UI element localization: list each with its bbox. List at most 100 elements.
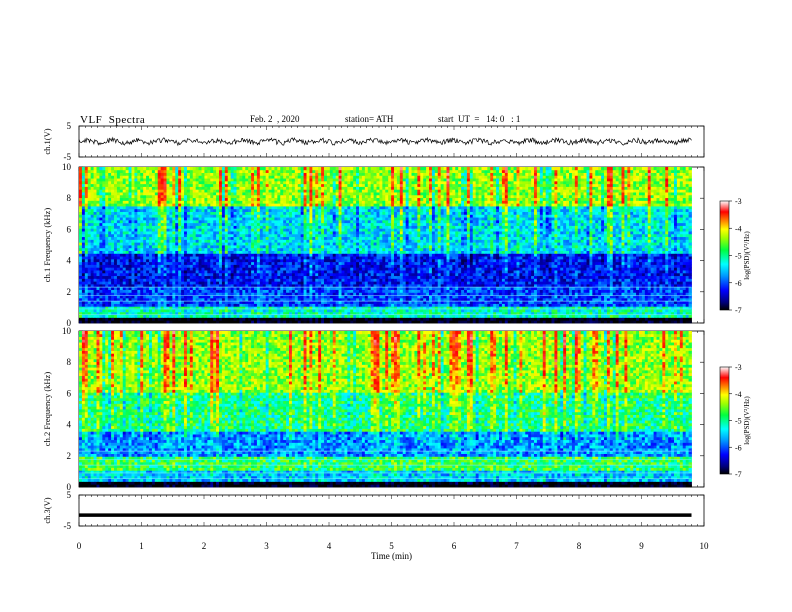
- spectrogram-cell: [396, 314, 401, 318]
- spectrogram-cell: [519, 281, 523, 285]
- spectrogram-cell: [210, 286, 214, 290]
- spectrogram-cell: [309, 289, 313, 293]
- spectrogram-cell: [256, 292, 261, 296]
- spectrogram-cell: [531, 306, 535, 310]
- spectrogram-cell: [685, 292, 689, 296]
- spectrogram-cell: [81, 297, 86, 302]
- spectrogram-cell: [434, 306, 439, 310]
- spectrogram-cell: [630, 286, 634, 290]
- spectrogram-cell: [370, 272, 374, 277]
- spectrogram-cell: [545, 300, 549, 304]
- spectrogram-cell: [114, 292, 118, 296]
- spectrogram-cell: [557, 292, 561, 296]
- spectrogram-cell: [641, 272, 646, 277]
- spectrogram-cell: [569, 272, 573, 277]
- spectrogram-cell: [388, 320, 392, 324]
- spectrogram-cell: [580, 317, 584, 321]
- spectrogram-cell: [84, 303, 89, 307]
- spectrogram-cell: [181, 314, 185, 318]
- spectrogram-cell: [429, 295, 433, 299]
- spectrogram-cell: [364, 295, 369, 299]
- spectrogram-cell: [198, 303, 202, 307]
- spectrogram-cell: [219, 295, 223, 299]
- spectrogram-cell: [394, 306, 398, 310]
- spectrogram-cell: [245, 292, 249, 296]
- spectrogram-cell: [414, 303, 418, 307]
- spectrogram-cell: [300, 320, 304, 324]
- spectrogram-cell: [96, 278, 100, 282]
- spectrogram-cell: [114, 281, 118, 285]
- spectrogram-cell: [201, 278, 205, 282]
- spectrogram-cell: [563, 278, 567, 282]
- spectrogram-cell: [516, 284, 520, 288]
- spectrogram-cell: [466, 314, 471, 318]
- spectrogram-cell: [443, 267, 447, 271]
- spectrogram-cell: [612, 272, 617, 277]
- spectrogram-cell: [411, 320, 415, 324]
- spectrogram-cell: [487, 286, 491, 290]
- spectrogram-cell: [256, 311, 261, 316]
- spectrogram-cell: [440, 286, 444, 290]
- spectrogram-cell: [516, 286, 520, 290]
- spectrogram-cell: [221, 306, 226, 310]
- spectrogram-cell: [472, 314, 477, 318]
- spectrogram-cell: [259, 303, 264, 307]
- spectrogram-cell: [111, 317, 115, 321]
- spectrogram-cell: [326, 284, 331, 288]
- spectrogram-cell: [636, 297, 640, 302]
- spectrogram-cell: [586, 306, 590, 310]
- spectrogram-cell: [548, 311, 552, 316]
- spectrogram-cell: [262, 295, 267, 299]
- spectrogram-cell: [396, 270, 401, 274]
- spectrogram-cell: [630, 284, 634, 288]
- spectrogram-cell: [361, 278, 366, 282]
- spectrogram-cell: [499, 278, 503, 282]
- spectrogram-cell: [396, 311, 401, 316]
- spectrogram-cell: [685, 300, 689, 304]
- spectrogram-cell: [128, 295, 132, 299]
- spectrogram-cell: [309, 267, 313, 271]
- spectrogram-cell: [254, 311, 258, 316]
- spectrogram-cell: [580, 289, 584, 293]
- spectrogram-cell: [262, 309, 267, 313]
- spectrogram-cell: [676, 314, 681, 318]
- spectrogram-cell: [309, 297, 313, 302]
- spectrogram-cell: [624, 281, 628, 285]
- spectrogram-cell: [364, 311, 369, 316]
- date-label: Feb. 2 , 2020: [250, 114, 300, 124]
- spectrogram-cell: [227, 303, 232, 307]
- spectrogram-cell: [574, 284, 579, 288]
- spectrogram-cell: [499, 272, 503, 277]
- spectrogram-cell: [478, 272, 482, 277]
- spectrogram-cell: [452, 286, 456, 290]
- spectrogram-cell: [219, 320, 223, 324]
- spectrogram-cell: [408, 295, 412, 299]
- spectrogram-cell: [338, 292, 342, 296]
- spectrogram-cell: [326, 303, 331, 307]
- spectrogram-cell: [175, 314, 179, 318]
- spectrogram-cell: [236, 270, 240, 274]
- spectrogram-cell: [169, 272, 173, 277]
- spectrogram-cell: [347, 284, 351, 288]
- spectrogram-cell: [598, 286, 602, 290]
- spectrogram-cell: [291, 320, 296, 324]
- spectrogram-cell: [356, 270, 360, 274]
- spectrogram-cell: [154, 284, 159, 288]
- spectrogram-cell: [315, 317, 319, 321]
- spectrogram-cell: [606, 281, 611, 285]
- spectrogram-cell: [259, 281, 264, 285]
- spectrogram-cell: [181, 278, 185, 282]
- spectrogram-cell: [134, 303, 138, 307]
- spectrogram-cell: [335, 286, 339, 290]
- spectrogram-cell: [449, 292, 453, 296]
- spectrogram-cell: [230, 295, 234, 299]
- spectrogram-cell: [233, 284, 237, 288]
- spectrogram-cell: [641, 270, 646, 274]
- spectrogram-cell: [239, 275, 243, 279]
- spectrogram-cell: [324, 284, 328, 288]
- spectrogram-cell: [650, 286, 654, 290]
- spectrogram-cell: [391, 314, 395, 318]
- spectrogram-cell: [420, 286, 424, 290]
- spectrogram-cell: [344, 272, 348, 277]
- spectrogram-cell: [496, 284, 500, 288]
